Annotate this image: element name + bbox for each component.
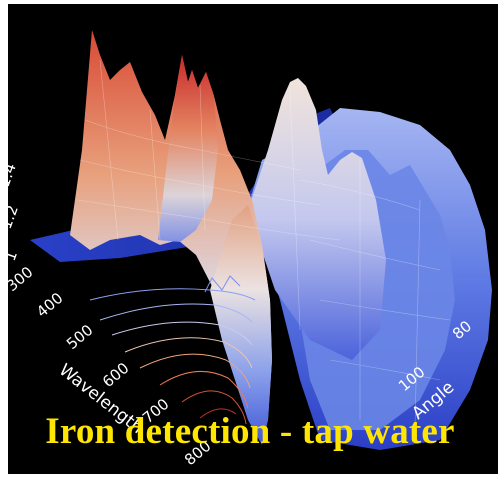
x-tick-label: 600 (99, 359, 133, 391)
surface-peak-secondary (158, 55, 218, 242)
z-tick-label: 1 (1, 248, 21, 263)
surface-front-face (210, 205, 272, 445)
surface-hill-pale (248, 78, 386, 360)
z-axis: 1.4 1.2 1 (0, 161, 22, 264)
chart-caption: Iron detection - tap water (45, 411, 455, 452)
x-tick-label: 500 (63, 321, 97, 353)
floor-contours (89, 275, 256, 425)
x-tick-label: 400 (33, 289, 67, 321)
z-tick-label: 1.4 (0, 161, 20, 190)
x-tick-label: 300 (3, 263, 37, 295)
z-tick-label: 1.2 (0, 203, 22, 232)
surface-texture (77, 59, 451, 431)
